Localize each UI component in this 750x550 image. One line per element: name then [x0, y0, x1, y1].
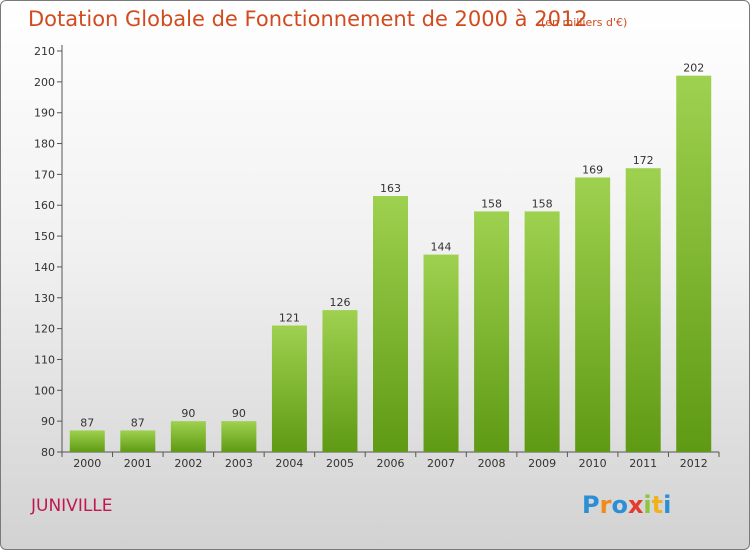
x-tick-label: 2004	[275, 457, 303, 470]
data-label: 158	[532, 197, 553, 210]
y-tick-label: 170	[34, 168, 55, 181]
y-tick-label: 210	[34, 45, 55, 58]
x-tick-label: 2008	[478, 457, 506, 470]
bar	[575, 177, 611, 452]
data-label: 90	[181, 407, 195, 420]
y-tick-label: 150	[34, 230, 55, 243]
x-tick-label: 2009	[528, 457, 556, 470]
data-label: 87	[80, 416, 94, 429]
bar	[676, 75, 712, 452]
y-tick-label: 100	[34, 384, 55, 397]
x-tick-label: 2002	[174, 457, 202, 470]
y-tick-label: 200	[34, 76, 55, 89]
x-tick-label: 2005	[326, 457, 354, 470]
chart-title: Dotation Globale de Fonctionnement de 20…	[28, 7, 588, 31]
data-label: 87	[131, 416, 145, 429]
x-tick-label: 2006	[377, 457, 405, 470]
chart-subtitle: (en milliers d'€)	[541, 16, 628, 29]
x-tick-label: 2001	[124, 457, 152, 470]
bar	[524, 211, 560, 452]
logo-letter: i	[663, 491, 672, 519]
data-label: 163	[380, 182, 401, 195]
data-label: 121	[279, 312, 300, 325]
y-tick-label: 110	[34, 353, 55, 366]
bar	[271, 325, 307, 452]
x-tick-label: 2000	[73, 457, 101, 470]
x-tick-label: 2011	[629, 457, 657, 470]
axes: 80 90 100 110 120 130 140 150 160 170 180 190 200 210…	[34, 45, 720, 470]
place-name: JUNIVILLE	[31, 496, 113, 516]
x-tick-label: 2007	[427, 457, 455, 470]
bar	[474, 211, 510, 452]
bar	[625, 168, 661, 452]
bar	[373, 195, 408, 452]
bar	[120, 430, 156, 452]
data-label: 90	[232, 407, 246, 420]
x-tick-label: 2003	[225, 457, 253, 470]
y-tick-label: 190	[34, 107, 55, 120]
logo-letter: x	[627, 491, 644, 519]
logo-letter: o	[611, 491, 628, 519]
data-label: 144	[431, 241, 452, 254]
y-tick-label: 90	[41, 415, 55, 428]
data-label: 172	[633, 154, 654, 167]
y-tick-label: 160	[34, 199, 55, 212]
data-label: 169	[582, 163, 603, 176]
data-labels: 87 87 90 90 121 126 163 144 158 158 169 172 202	[80, 62, 704, 430]
bars	[69, 75, 712, 452]
data-label: 158	[481, 197, 502, 210]
logo-letter: i	[643, 491, 652, 519]
y-tick-label: 180	[34, 138, 55, 151]
bar	[423, 254, 459, 452]
bar	[69, 430, 105, 452]
logo-letter: t	[651, 491, 664, 519]
bar	[170, 421, 206, 452]
x-tick-label: 2010	[579, 457, 607, 470]
logo-letter: r	[599, 491, 612, 519]
logo-letter: P	[582, 491, 600, 519]
data-label: 202	[683, 62, 704, 75]
x-tick-label: 2012	[680, 457, 708, 470]
proxiti-logo: Proxiti	[582, 491, 671, 519]
y-tick-label: 140	[34, 261, 55, 274]
bar	[221, 421, 257, 452]
bar	[322, 310, 358, 452]
y-tick-label: 80	[41, 446, 55, 459]
data-label: 126	[329, 296, 350, 309]
y-tick-label: 120	[34, 323, 55, 336]
y-tick-label: 130	[34, 292, 55, 305]
